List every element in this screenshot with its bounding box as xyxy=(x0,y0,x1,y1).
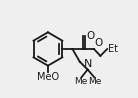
Text: Et: Et xyxy=(108,44,118,54)
Text: Me: Me xyxy=(88,77,101,86)
Text: O: O xyxy=(94,38,103,48)
Text: Me: Me xyxy=(75,77,88,86)
Text: MeO: MeO xyxy=(37,72,59,82)
Text: O: O xyxy=(86,31,94,41)
Text: N: N xyxy=(83,59,92,69)
